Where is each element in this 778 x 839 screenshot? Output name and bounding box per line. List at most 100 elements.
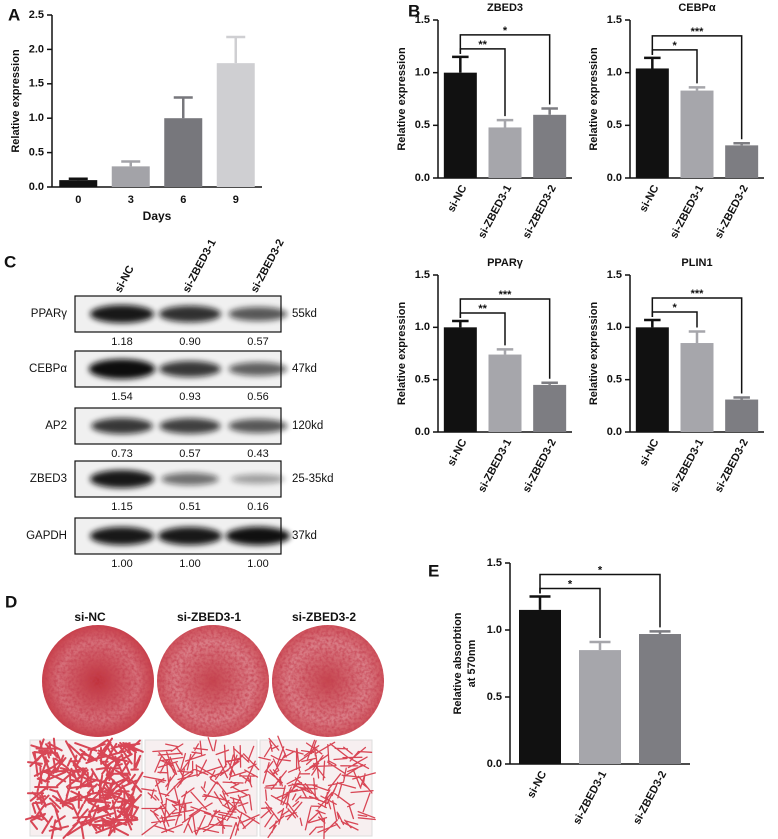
error-bar [121, 160, 141, 167]
bar [725, 399, 759, 432]
x-tick-label: si-NC [525, 769, 549, 800]
y-tick-label: 0.0 [487, 758, 502, 770]
blot-row-label: ZBED3 [30, 473, 67, 485]
staining-title: si-ZBED3-1 [177, 610, 241, 624]
blot-band [91, 418, 153, 434]
x-tick-label: si-NC [445, 437, 469, 468]
blot-value: 0.90 [179, 336, 200, 348]
bar [164, 118, 203, 187]
x-tick-label: 3 [128, 194, 134, 206]
y-tick-label: 0.5 [607, 374, 622, 386]
error-bar [541, 107, 558, 115]
error-bar [226, 35, 246, 64]
bar [725, 145, 759, 178]
y-tick-label: 1.5 [415, 14, 430, 26]
significance-label: ** [478, 303, 487, 315]
chart-title: CEBPα [678, 2, 716, 14]
y-tick-label: 2.0 [29, 43, 44, 55]
bar [519, 609, 561, 764]
blot-row-label: PPARγ [31, 308, 67, 320]
bar [488, 354, 522, 432]
error-bar [452, 319, 469, 328]
y-tick-label: 1.5 [29, 78, 44, 90]
blot-value: 1.00 [111, 558, 132, 570]
blot-value: 1.54 [111, 391, 132, 403]
error-bar [688, 330, 706, 344]
y-tick-label: 0.0 [607, 172, 622, 184]
micrograph-cells [141, 737, 262, 839]
blot-band [231, 474, 285, 484]
x-tick-label: si-ZBED3-1 [476, 183, 514, 240]
y-tick-label: 1.0 [29, 112, 44, 124]
significance-bracket [651, 297, 743, 394]
bar [579, 650, 621, 764]
blot-value: 0.43 [247, 448, 268, 460]
bar [443, 327, 477, 432]
blot-size-label: 120kd [292, 420, 323, 432]
error-bar [68, 177, 88, 181]
significance-label: *** [691, 288, 705, 300]
x-tick-label: 0 [75, 194, 81, 206]
y-tick-label: 1.0 [415, 67, 430, 79]
blot-value: 0.57 [179, 448, 200, 460]
blot-value: 0.93 [179, 391, 200, 403]
bar [639, 634, 681, 764]
y-tick-label: 1.5 [607, 269, 622, 281]
blot-value: 1.15 [111, 501, 132, 513]
x-axis-label: Days [143, 209, 172, 223]
dish-texture [42, 625, 154, 737]
blot-value: 0.16 [247, 501, 268, 513]
y-tick-label: 1.5 [607, 14, 622, 26]
blot-value: 1.00 [179, 558, 200, 570]
x-tick-label: si-NC [637, 437, 661, 468]
significance-bracket [539, 573, 661, 628]
blot-band [158, 305, 222, 323]
blot-band [159, 361, 221, 377]
significance-label: *** [499, 289, 513, 301]
error-bar [733, 141, 750, 146]
chart-title: ZBED3 [487, 2, 523, 14]
blot-band [228, 307, 288, 321]
bar [533, 384, 567, 432]
blot-band [88, 359, 156, 379]
blot-band [159, 418, 221, 434]
blot-band [90, 527, 154, 545]
y-axis-label: Relative expression [588, 47, 600, 151]
y-tick-label: 1.0 [607, 321, 622, 333]
y-tick-label: 1.5 [415, 269, 430, 281]
x-tick-label: si-ZBED3-2 [521, 183, 559, 240]
x-tick-label: si-ZBED3-1 [476, 437, 514, 494]
blot-band [90, 305, 154, 323]
blot-value: 0.56 [247, 391, 268, 403]
x-tick-label: si-NC [637, 183, 661, 214]
staining-title: si-NC [74, 610, 106, 624]
bar [488, 127, 522, 178]
blot-row-label: AP2 [45, 420, 67, 432]
y-tick-label: 0.0 [415, 172, 430, 184]
significance-bracket [459, 34, 551, 105]
blot-size-label: 55kd [292, 308, 317, 320]
panel-label: C [4, 252, 16, 271]
blot-column-label: si-NC [113, 264, 137, 295]
y-axis-label: Relative absorbtion [452, 612, 464, 714]
bar [635, 327, 669, 432]
error-bar [496, 348, 514, 355]
significance-label: * [503, 25, 508, 37]
error-bar [529, 595, 551, 610]
y-axis-label: at 570nm [466, 639, 478, 687]
blot-size-label: 37kd [292, 530, 317, 542]
y-tick-label: 0.0 [415, 426, 430, 438]
x-tick-label: si-NC [445, 183, 469, 214]
blot-value: 1.18 [111, 336, 132, 348]
x-tick-label: 6 [180, 194, 186, 206]
error-bar [173, 96, 193, 119]
y-tick-label: 0.5 [415, 374, 430, 386]
y-tick-label: 1.0 [487, 624, 502, 636]
significance-label: *** [691, 26, 705, 38]
blot-value: 1.00 [247, 558, 268, 570]
y-axis-label: Relative expression [396, 47, 408, 151]
blot-band [158, 527, 222, 545]
error-bar [496, 118, 514, 128]
x-tick-label: si-ZBED3-2 [631, 769, 669, 826]
